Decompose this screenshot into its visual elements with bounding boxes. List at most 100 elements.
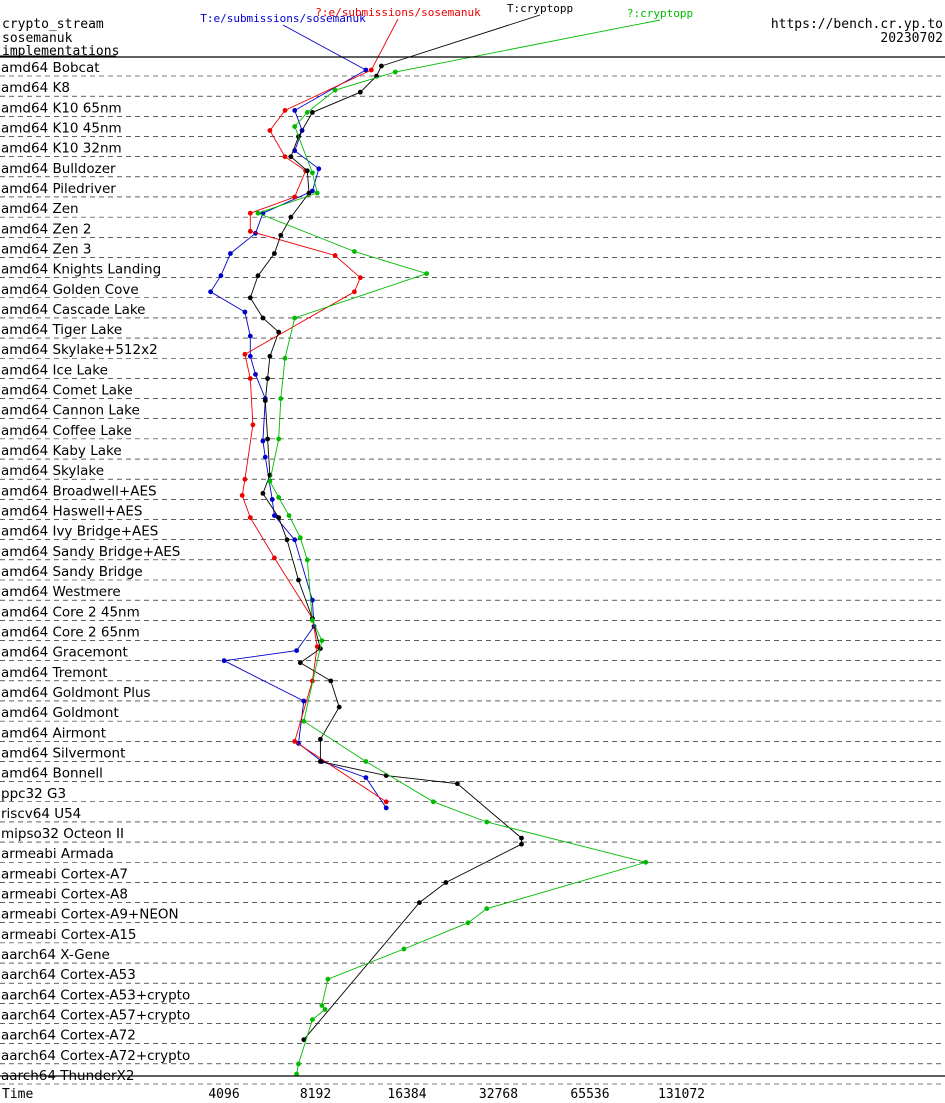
data-point	[297, 535, 303, 541]
data-point	[292, 124, 298, 129]
data-point	[443, 880, 449, 885]
category-label: amd64 Skylake+512x2	[1, 342, 158, 358]
series-line	[209, 69, 387, 809]
data-point	[383, 805, 389, 811]
category-label: amd64 Core 2 65nm	[1, 624, 140, 640]
data-point	[519, 841, 524, 847]
category-label: aarch64 Cortex-A53	[1, 967, 136, 983]
data-point	[417, 900, 422, 905]
category-rows: amd64 Bobcat amd64 K8 amd64 K10 65nm amd64 …	[0, 56, 945, 1085]
data-point	[272, 513, 277, 518]
data-point	[368, 67, 374, 73]
data-point	[328, 678, 334, 684]
data-point	[316, 166, 322, 172]
category-label: amd64 K10 32nm	[1, 141, 122, 157]
data-point	[296, 577, 301, 583]
category-label: riscv64 U54	[1, 806, 81, 822]
category-label: amd64 Coffee Lake	[1, 423, 132, 439]
category-label: amd64 Zen	[1, 201, 79, 217]
data-point	[282, 355, 288, 361]
data-point	[310, 1017, 315, 1022]
data-point	[247, 376, 253, 381]
category-label: amd64 Bonnell	[1, 766, 103, 782]
data-point	[267, 478, 273, 484]
data-point	[284, 537, 290, 543]
data-point	[218, 273, 224, 279]
data-point	[247, 353, 253, 359]
data-point	[297, 660, 303, 666]
category-label: aarch64 Cortex-A53+crypto	[1, 987, 190, 1003]
data-point	[250, 422, 256, 428]
category-label: amd64 Comet Lake	[1, 383, 133, 399]
data-point	[424, 271, 429, 276]
data-point	[304, 110, 310, 115]
series-label: ?:cryptopp	[627, 7, 693, 20]
data-point	[318, 736, 323, 742]
data-point	[363, 759, 369, 764]
data-point	[278, 232, 284, 238]
category-label: aarch64 Cortex-A57+crypto	[1, 1008, 190, 1024]
category-label: amd64 Broadwell+AES	[1, 483, 157, 499]
data-point	[276, 515, 282, 520]
data-point	[292, 537, 298, 543]
category-label: amd64 Westmere	[1, 584, 121, 600]
data-point	[247, 333, 253, 339]
category-label: amd64 Silvermont	[1, 745, 125, 761]
data-point	[242, 309, 248, 315]
category-label: amd64 Ivy Bridge+AES	[1, 524, 158, 540]
data-point	[260, 491, 266, 496]
category-label: amd64 K10 65nm	[1, 100, 122, 116]
data-point	[265, 376, 270, 381]
data-point	[267, 128, 273, 133]
data-point	[363, 67, 369, 73]
data-point	[310, 618, 315, 623]
data-point	[294, 1071, 299, 1077]
data-point	[292, 194, 298, 200]
header-line-1: crypto_stream	[2, 17, 104, 32]
series-leader-line	[282, 24, 367, 71]
category-label: armeabi Cortex-A9+NEON	[1, 907, 179, 923]
data-point	[357, 275, 363, 281]
series-line	[256, 71, 648, 1075]
x-axis: Time 4096 8192 16384 32768 65536 131072	[0, 1075, 945, 1102]
site-url: https://bench.cr.yp.to	[771, 17, 943, 32]
data-point	[301, 718, 307, 724]
data-point	[262, 398, 268, 404]
category-label: amd64 Zen 2	[1, 221, 91, 237]
data-point	[276, 329, 282, 335]
site-date: 20230702	[880, 31, 943, 46]
data-point	[255, 273, 261, 279]
data-point	[265, 436, 270, 442]
category-label: amd64 Ice Lake	[1, 362, 108, 378]
data-point	[272, 251, 277, 256]
data-point	[314, 190, 320, 196]
category-label: amd64 Skylake	[1, 463, 104, 479]
data-point	[228, 251, 233, 256]
data-point	[294, 648, 299, 653]
category-label: mipso32 Octeon II	[1, 826, 124, 842]
data-point	[255, 210, 261, 216]
category-label: amd64 Sandy Bridge+AES	[1, 544, 180, 560]
series-label: T:cryptopp	[507, 2, 573, 15]
data-point	[292, 315, 298, 321]
category-label: amd64 Bulldozer	[1, 161, 116, 177]
x-tick-label: 16384	[387, 1087, 426, 1102]
data-point	[267, 353, 273, 359]
data-point	[260, 315, 266, 321]
data-point	[379, 63, 384, 69]
data-point	[318, 759, 323, 764]
data-point	[292, 108, 298, 113]
data-point	[325, 976, 331, 982]
data-point	[247, 210, 253, 216]
category-label: amd64 Piledriver	[1, 181, 116, 197]
data-point	[276, 495, 282, 500]
category-label: amd64 Goldmont	[1, 705, 119, 721]
data-point	[239, 493, 245, 498]
data-point	[310, 110, 315, 115]
x-tick-label: 131072	[658, 1087, 705, 1102]
data-point	[304, 557, 310, 563]
category-label: amd64 K10 45nm	[1, 120, 122, 136]
header-line-3: implementations	[2, 44, 119, 59]
category-label: amd64 Airmont	[1, 725, 106, 741]
